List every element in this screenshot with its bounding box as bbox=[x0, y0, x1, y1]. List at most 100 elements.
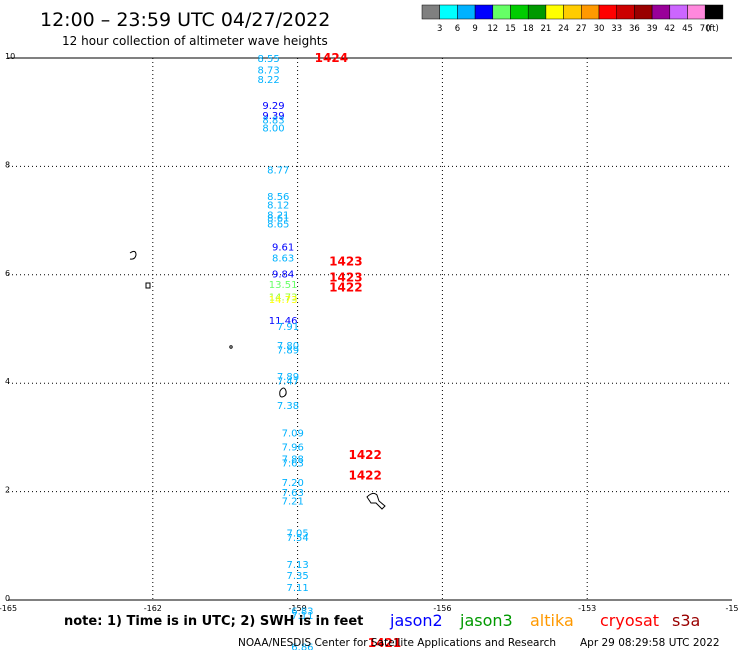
wave-height-label: 8.56 bbox=[267, 192, 289, 203]
pass-time-label: 1422 bbox=[329, 281, 362, 295]
pass-time-label: 1421 bbox=[368, 636, 401, 650]
colorbar-label: 70 bbox=[700, 24, 711, 34]
x-tick-label: -165 bbox=[0, 604, 17, 613]
wave-height-label: 8.12 bbox=[267, 201, 289, 212]
island-outline bbox=[129, 250, 137, 260]
wave-height-label: 7.38 bbox=[277, 401, 299, 412]
colorbar-label: 27 bbox=[576, 24, 587, 34]
colorbar-label: 39 bbox=[647, 24, 658, 34]
colorbar-swatch bbox=[545, 4, 564, 20]
wave-height-label: 13.51 bbox=[269, 280, 298, 291]
wave-height-label: 7.47 bbox=[277, 376, 299, 387]
wave-height-label: 8.22 bbox=[258, 75, 280, 86]
wave-height-label: 8.83 bbox=[262, 116, 284, 127]
colorbar-swatch bbox=[563, 4, 582, 20]
colorbar-swatch bbox=[457, 4, 476, 20]
wave-height-label: 7.21 bbox=[282, 497, 304, 508]
satellite-legend: jason2 jason3 altika cryosat s3a bbox=[389, 611, 700, 630]
colorbar-swatch bbox=[581, 4, 600, 20]
pass-time-label: 1423 bbox=[329, 270, 362, 284]
colorbar-swatch bbox=[510, 4, 529, 20]
wave-height-label: 8.55 bbox=[258, 54, 280, 65]
colorbar-label: 21 bbox=[540, 24, 551, 34]
wave-height-label: 9.39 bbox=[262, 111, 284, 122]
wave-height-label: 6.86 bbox=[291, 642, 313, 650]
colorbar-swatch bbox=[421, 4, 440, 20]
chart-title: 12:00 – 23:59 UTC 04/27/2022 bbox=[40, 9, 330, 31]
pass-time-label: 1422 bbox=[348, 469, 381, 483]
wave-height-label: 7.11 bbox=[291, 611, 313, 622]
colorbar-swatch bbox=[439, 4, 458, 20]
wave-height-label: 14.73 bbox=[269, 295, 298, 306]
footer-credit: NOAA/NESDIS Center for Satellite Applica… bbox=[238, 637, 556, 649]
x-tick-label: -153 bbox=[578, 604, 596, 613]
satellite-legend-item: jason3 bbox=[459, 611, 513, 630]
colorbar-label: 9 bbox=[472, 24, 477, 34]
satellite-legend-item: jason2 bbox=[389, 611, 443, 630]
colorbar-swatch bbox=[598, 4, 617, 20]
wave-height-label: 7.89 bbox=[277, 372, 299, 383]
wave-height-label: 8.00 bbox=[262, 124, 284, 135]
wave-height-label: 8.21 bbox=[267, 210, 289, 221]
gridlines bbox=[8, 58, 732, 600]
colorbar-swatch bbox=[527, 4, 547, 20]
wave-height-label: 7.13 bbox=[286, 560, 308, 571]
wave-height-label: 9.61 bbox=[272, 242, 294, 253]
pass-time-labels: 14241423142314221422142214211421 bbox=[315, 51, 401, 650]
colorbar-label: 3 bbox=[437, 24, 442, 34]
footer-timestamp: Apr 29 08:29:58 UTC 2022 bbox=[580, 637, 720, 649]
x-tick-label: -15 bbox=[725, 604, 738, 613]
island-outlines bbox=[129, 250, 386, 510]
wave-height-label: 8.63 bbox=[272, 253, 294, 264]
wave-height-label: 9.29 bbox=[262, 101, 284, 112]
pass-time-label: 1421 bbox=[368, 649, 401, 650]
colorbar-swatch bbox=[687, 4, 706, 20]
colorbar-label: 36 bbox=[629, 24, 640, 34]
wave-height-label: 7.11 bbox=[286, 583, 308, 594]
y-tick-label: 8 bbox=[5, 160, 10, 169]
wave-height-label: 8.65 bbox=[267, 220, 289, 231]
wave-height-label: 7.89 bbox=[277, 345, 299, 356]
colorbar-label: 42 bbox=[664, 24, 675, 34]
island-outline bbox=[145, 282, 151, 289]
y-tick-label: 2 bbox=[5, 486, 10, 495]
wave-height-label: 7.35 bbox=[286, 571, 308, 582]
wave-height-label: 7.91 bbox=[277, 322, 299, 333]
colorbar-swatch bbox=[616, 4, 635, 20]
y-tick-label: 10 bbox=[5, 52, 15, 61]
pass-time-label: 1422 bbox=[348, 448, 381, 462]
wave-height-label: 7.88 bbox=[282, 454, 304, 465]
y-tick-label: 4 bbox=[5, 377, 10, 386]
wave-height-label: 8.73 bbox=[258, 66, 280, 77]
island-outline bbox=[366, 492, 386, 510]
colorbar-unit: (ft) bbox=[706, 24, 719, 34]
wave-height-label: 8.61 bbox=[267, 214, 289, 225]
y-tick-label: 6 bbox=[5, 269, 10, 278]
wave-height-label: 7.63 bbox=[282, 488, 304, 499]
wave-height-label: 7.80 bbox=[277, 341, 299, 352]
colorbar-swatch bbox=[669, 4, 688, 20]
wave-height-label: 6.83 bbox=[291, 607, 313, 618]
colorbar-label: 15 bbox=[505, 24, 516, 34]
colorbar-swatch bbox=[474, 4, 494, 20]
wave-height-label: 7.09 bbox=[282, 428, 304, 439]
wave-height-label: 8.77 bbox=[267, 165, 289, 176]
wave-height-label: 7.05 bbox=[286, 529, 308, 540]
x-tick-label: -156 bbox=[433, 604, 451, 613]
colorbar-swatch bbox=[704, 4, 724, 20]
colorbar-label: 18 bbox=[523, 24, 534, 34]
satellite-legend-item: s3a bbox=[672, 611, 700, 630]
wave-height-labels: 8.558.738.22 9.299.398.838.00 8.77 8.568.12… bbox=[258, 54, 314, 650]
wave-height-label: 7.20 bbox=[282, 478, 304, 489]
pass-time-label: 1423 bbox=[329, 255, 362, 269]
colorbar-label: 45 bbox=[682, 24, 693, 34]
satellite-legend-item: cryosat bbox=[600, 611, 659, 630]
wave-height-label: 7.54 bbox=[286, 533, 308, 544]
pass-time-label: 1424 bbox=[315, 51, 348, 65]
colorbar-swatch bbox=[492, 4, 511, 20]
island-outline bbox=[279, 387, 287, 398]
wave-height-label: 9.84 bbox=[272, 270, 294, 281]
island-outline bbox=[229, 345, 233, 349]
